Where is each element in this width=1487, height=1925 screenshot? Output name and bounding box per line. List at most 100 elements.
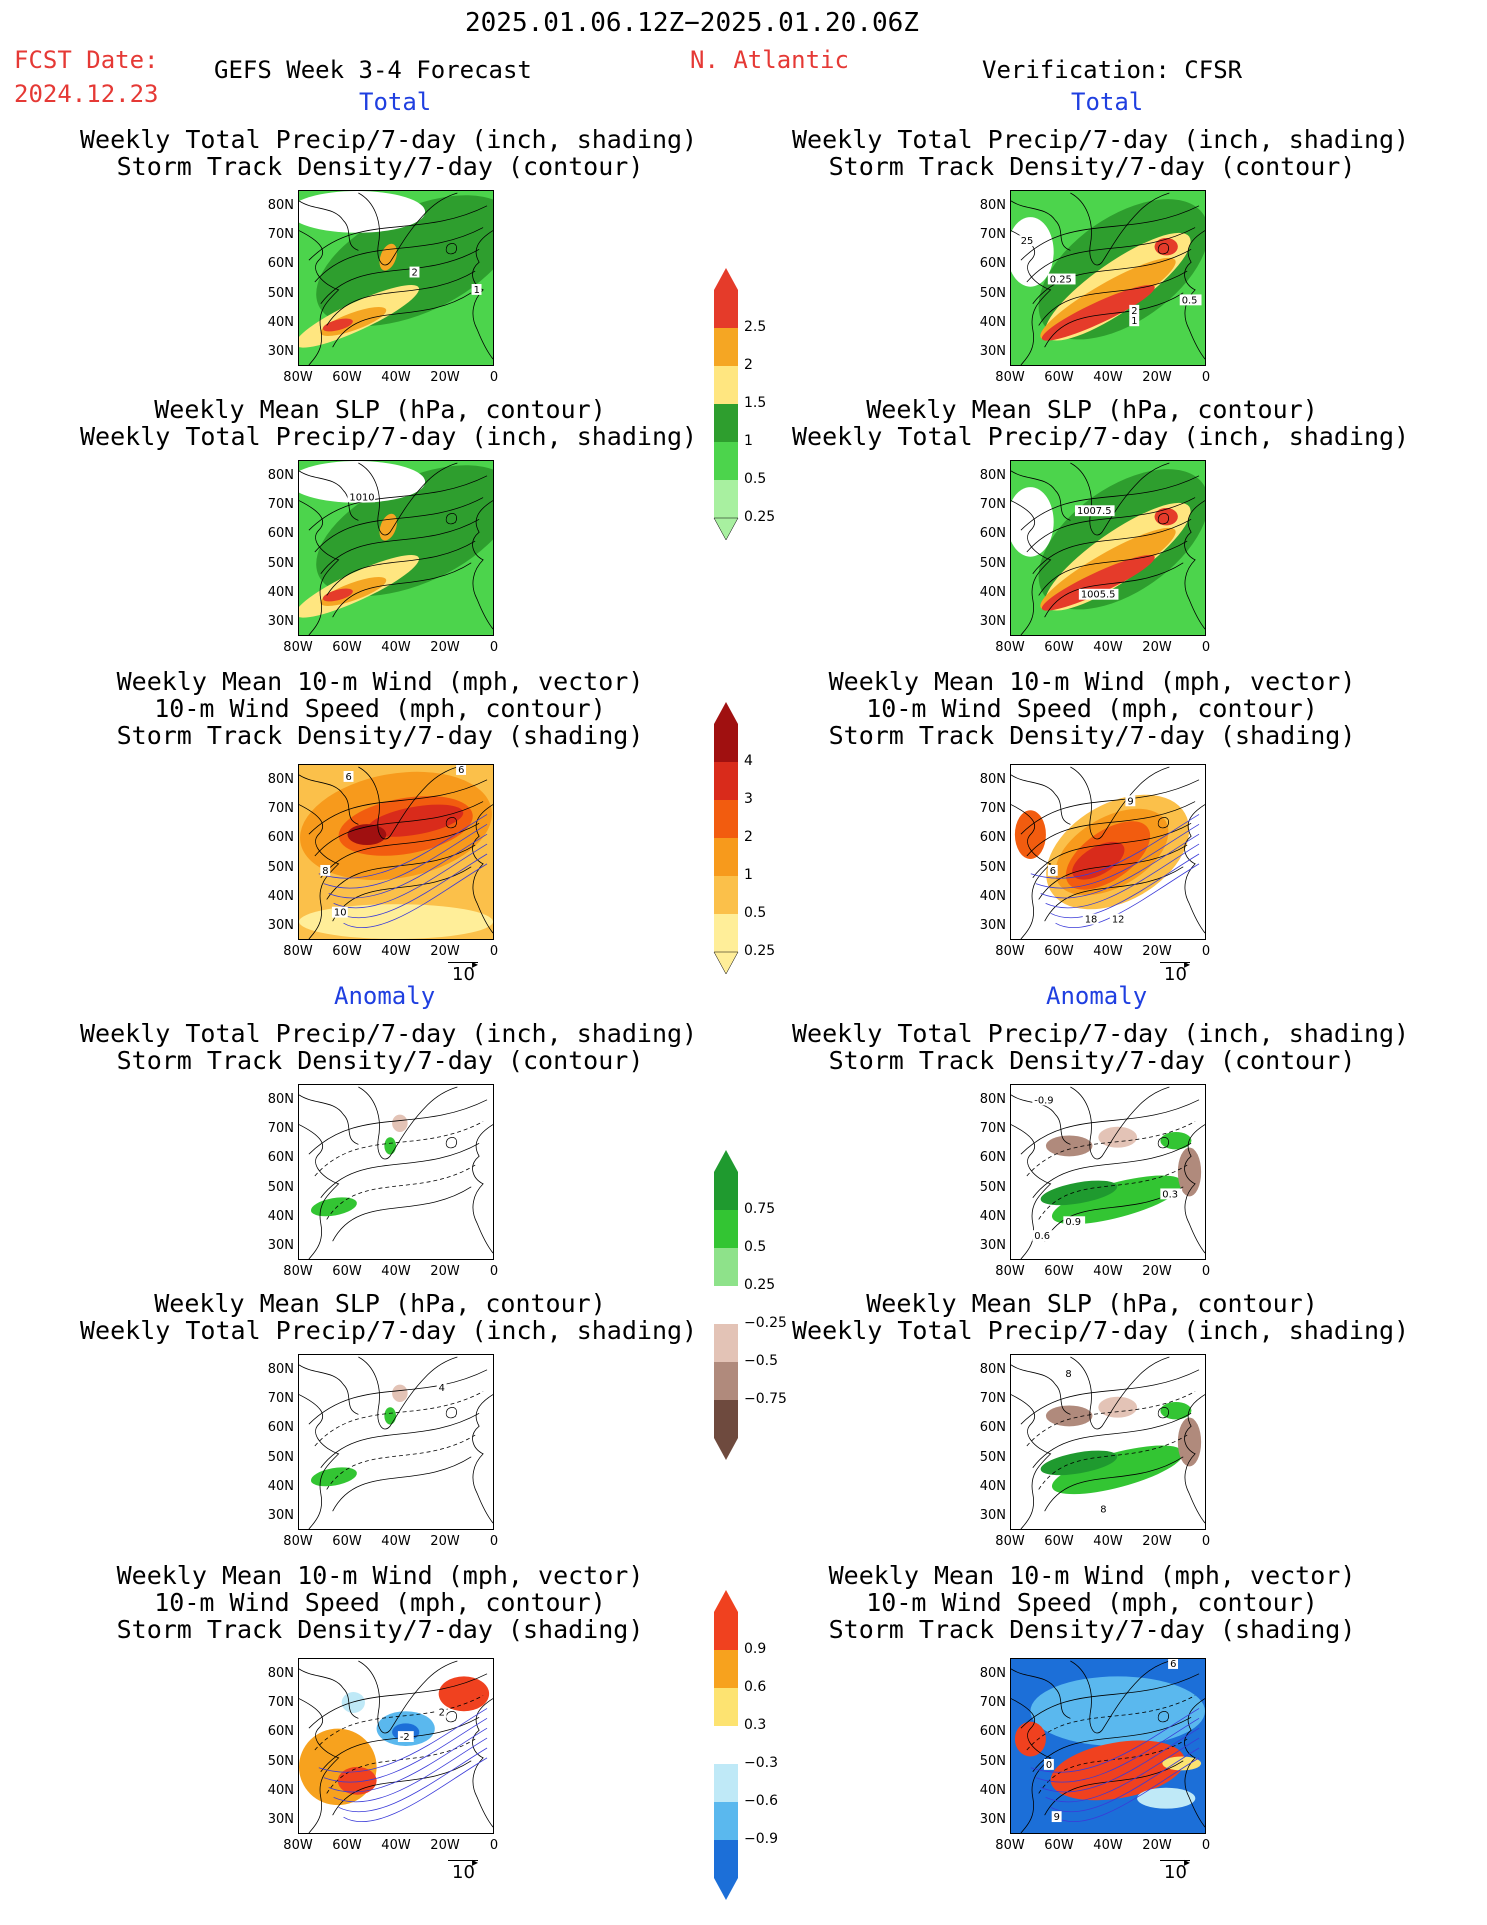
lon-tick-label: 80W	[995, 370, 1025, 385]
colorbar-label: 2	[744, 829, 753, 845]
wind-contour-line	[1045, 1737, 1200, 1803]
coastline-canada	[299, 1668, 359, 1719]
map-cfsr-total-slp: 1007.5 1005.5	[1010, 460, 1206, 636]
coastline-greenland	[358, 192, 458, 266]
lon-tick-label: 60W	[1044, 370, 1074, 385]
coastline-north-america	[1011, 804, 1052, 939]
contour-label-bg	[436, 1706, 447, 1718]
title-cfsr-total-slp: Weekly Mean SLP (hPa, contour) Weekly To…	[792, 395, 1410, 451]
contour-line	[314, 1391, 484, 1447]
coastline-canada	[1011, 470, 1071, 521]
coastline-north-america	[1011, 1394, 1052, 1529]
lat-tick-label: 30N	[267, 1812, 294, 1827]
lat-tick-label: 30N	[267, 344, 294, 359]
contour-label-bg	[1168, 1659, 1178, 1669]
contour-line	[326, 540, 476, 596]
colorbar-label: −0.3	[744, 1755, 778, 1771]
colorbar-segment	[714, 480, 738, 518]
precip-anomaly-positive	[384, 1407, 396, 1425]
contour-label-bg	[456, 765, 466, 775]
lon-tick-label: 60W	[332, 1264, 362, 1279]
coastline-greenland	[1070, 1086, 1170, 1160]
contour-label-bg	[436, 1381, 447, 1393]
map-gefs-total-slp: 1010	[298, 460, 494, 636]
colorbar-segment	[714, 1400, 738, 1438]
contour-line	[1032, 518, 1192, 574]
colorbar-top-arrow	[714, 1150, 738, 1172]
colorbar-top-arrow	[714, 702, 738, 724]
lat-tick-label: 50N	[267, 555, 294, 571]
colorbar-segment	[714, 1286, 738, 1324]
lat-tick-label: 70N	[267, 227, 294, 243]
lon-tick-label: 20W	[430, 1264, 460, 1279]
colorbar-bottom-arrow	[714, 1878, 738, 1900]
lat-tick-label: 30N	[979, 1812, 1006, 1827]
lat-tick-label: 50N	[267, 1753, 294, 1769]
lon-tick-label: 40W	[381, 1534, 411, 1549]
lat-tick-label: 50N	[267, 285, 294, 301]
lon-tick-label: 80W	[283, 1534, 313, 1549]
contour-label-bg	[471, 284, 482, 295]
contour-label-bg	[1047, 864, 1058, 876]
contour-line	[1020, 205, 1200, 261]
lon-tick-label: 0	[1201, 1534, 1211, 1549]
contour-line	[326, 1164, 476, 1220]
coastline-iceland	[445, 1711, 458, 1723]
contour-line	[308, 475, 488, 531]
lat-tick-label: 30N	[267, 1508, 294, 1523]
wind-contour-line	[1035, 1717, 1200, 1783]
precip-region	[316, 195, 493, 326]
contour-label: 6	[1170, 1659, 1176, 1670]
lat-tick-label: 70N	[267, 1391, 294, 1407]
lon-tick-label: 0	[489, 1534, 499, 1549]
wind-contour-line	[1030, 814, 1200, 879]
colorbar-segment	[714, 914, 738, 952]
wind-contour-line	[333, 843, 488, 909]
coastline-iceland	[445, 1407, 458, 1419]
contour-label-bg	[320, 864, 331, 876]
coastline-greenland	[358, 766, 458, 840]
contour-line	[314, 801, 484, 857]
map-gefs-total-wind: 6 6 8 10	[298, 764, 494, 940]
precip-heavy-region	[1154, 507, 1178, 526]
lat-tick-label: 80N	[267, 1362, 294, 1377]
contour-line	[1026, 497, 1196, 553]
coastline-greenland	[358, 1086, 458, 1160]
coastline-greenland	[358, 462, 458, 536]
lon-tick-label: 40W	[1093, 1838, 1123, 1853]
wind-contour-line	[1030, 1708, 1200, 1773]
colorbar-segment	[714, 1688, 738, 1726]
colorbar-segment	[714, 1612, 738, 1650]
coastline-europe-africa	[472, 1698, 493, 1828]
map-cfsr-total-wind: 9 6 18 12	[1010, 764, 1206, 940]
wind-contour-line	[328, 833, 488, 899]
lat-tick-label: 40N	[979, 1478, 1006, 1494]
lat-tick-label: 60N	[979, 256, 1006, 272]
wind-contour-line	[338, 853, 488, 919]
coastline-greenland	[1070, 462, 1170, 536]
contour-label-bg	[1032, 1094, 1061, 1106]
lat-tick-label: 30N	[979, 918, 1006, 933]
colorbar-label: 0.5	[744, 1239, 767, 1255]
lat-tick-label: 60N	[267, 830, 294, 846]
colorbar-segment	[714, 800, 738, 838]
lon-tick-label: 60W	[1044, 640, 1074, 655]
lon-tick-label: 80W	[995, 1838, 1025, 1853]
colorbar-segment	[714, 762, 738, 800]
contour-line	[308, 1369, 488, 1425]
colorbar-label: 0.25	[744, 1277, 776, 1293]
contour-label-bg	[1179, 294, 1202, 306]
lat-tick-label: 60N	[979, 1724, 1006, 1740]
lat-tick-label: 60N	[979, 830, 1006, 846]
dry-region	[1011, 487, 1054, 557]
coastline-canada	[299, 774, 359, 825]
wind-contour-line	[318, 1708, 488, 1773]
lat-tick-label: 40N	[267, 1782, 294, 1798]
colorbar-segment	[714, 290, 738, 328]
contour-label-bg	[1160, 1188, 1183, 1200]
coastline-europe-africa	[472, 804, 493, 934]
lat-tick-label: 40N	[979, 1782, 1006, 1798]
lat-tick-label: 30N	[979, 344, 1006, 359]
contour-line	[1032, 248, 1192, 304]
title-cfsr-total-wind: Weekly Mean 10-m Wind (mph, vector) 10-m…	[828, 667, 1356, 750]
